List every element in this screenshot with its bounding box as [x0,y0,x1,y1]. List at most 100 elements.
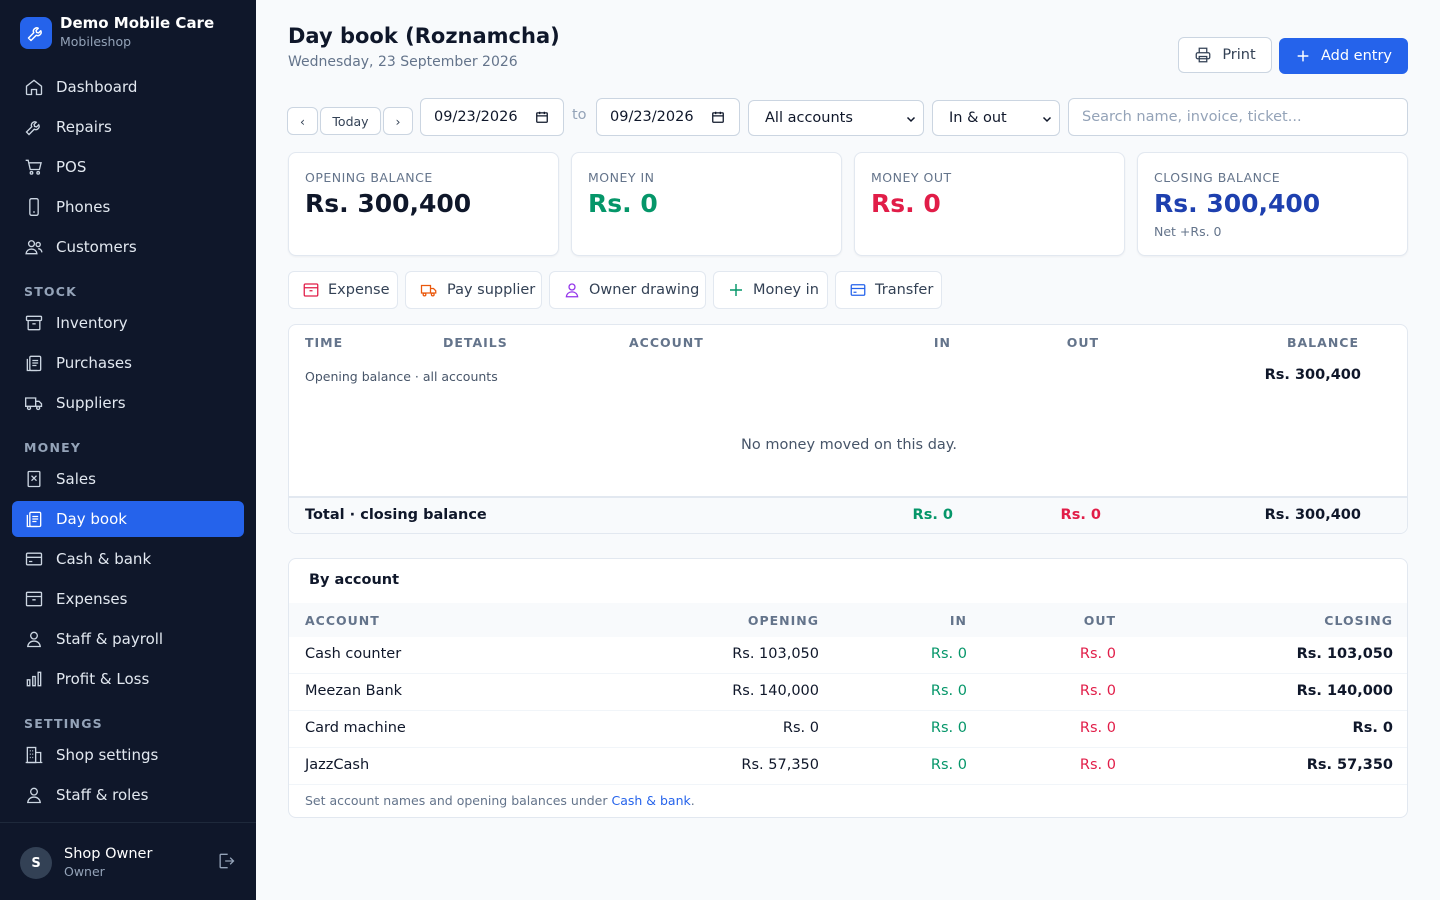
opening-label: Opening balance · all accounts [305,369,498,384]
sidebar-item-label: Phones [56,198,111,216]
col-time: TIME [305,335,344,350]
search-input[interactable] [1068,98,1408,136]
sidebar-item-phones[interactable]: Phones [12,189,244,225]
to-date-input[interactable]: 09/23/2026 [596,98,740,136]
credit-card-icon [849,281,867,299]
user-icon [24,629,44,649]
calendar-icon[interactable] [535,110,549,128]
account-opening: Rs. 103,050 [732,646,819,662]
footer-end: . [690,793,695,808]
money-in-card: MONEY IN Rs. 0 [571,152,842,256]
sidebar-item-inventory[interactable]: Inventory [12,305,244,341]
to-date-value: 09/23/2026 [610,109,694,125]
account-in: Rs. 0 [930,646,967,662]
col-in: IN [933,335,951,350]
direction-select[interactable]: In & out [932,100,1060,136]
section-money: MONEY [24,439,82,455]
sidebar-item-label: Staff & roles [56,786,149,804]
account-opening: Rs. 0 [782,720,819,736]
printer-icon [1194,46,1212,64]
user-name: Shop Owner [64,846,153,862]
filter-bar: ‹ Today › 09/23/2026 to 09/23/2026 All a… [256,98,1440,136]
col-details: DETAILS [443,335,508,350]
sidebar-item-day-book[interactable]: Day book [12,501,244,537]
total-balance: Rs. 300,400 [1264,507,1361,523]
archive-icon [24,589,44,609]
brand[interactable]: Demo Mobile Care Mobileshop [20,14,214,51]
by-account-header: ACCOUNT OPENING IN OUT CLOSING [289,603,1407,637]
add-entry-button[interactable]: Add entry [1279,38,1408,74]
building-icon [24,745,44,765]
owner-drawing-label: Owner drawing [589,282,700,298]
pay-supplier-button[interactable]: Pay supplier [405,271,542,309]
page-title: Day book (Roznamcha) [288,24,560,48]
sidebar-item-shop-settings[interactable]: Shop settings [12,737,244,773]
sidebar-item-purchases[interactable]: Purchases [12,345,244,381]
cart-icon [24,157,44,177]
section-settings: SETTINGS [24,715,103,731]
sidebar-item-label: Purchases [56,354,132,372]
sidebar-item-sales[interactable]: Sales [12,461,244,497]
sidebar-item-label: POS [56,158,87,176]
sidebar-item-profit-loss[interactable]: Profit & Loss [12,661,244,697]
account-name: Card machine [305,720,406,736]
account-out: Rs. 0 [1079,720,1116,736]
user-profile: S Shop Owner Owner [20,845,236,881]
sidebar-item-customers[interactable]: Customers [12,229,244,265]
sidebar-item-dashboard[interactable]: Dashboard [12,69,244,105]
from-date-input[interactable]: 09/23/2026 [420,98,564,136]
to-label: to [572,107,587,123]
prev-day-button[interactable]: ‹ [287,107,318,135]
by-account-footer: Set account names and opening balances u… [305,793,695,808]
stat-note: Net +Rs. 0 [1154,224,1222,239]
sidebar-item-suppliers[interactable]: Suppliers [12,385,244,421]
today-button[interactable]: Today [320,107,381,135]
brand-subtitle: Mobileshop [60,34,132,49]
account-closing: Rs. 140,000 [1296,683,1393,699]
account-select[interactable]: All accounts [748,100,924,136]
total-in: Rs. 0 [912,507,953,523]
money-in-label: Money in [753,282,819,298]
avatar: S [20,847,52,879]
archive-icon [24,313,44,333]
total-row: Total · closing balance Rs. 0 Rs. 0 Rs. … [289,496,1407,533]
expense-button[interactable]: Expense [288,271,398,309]
pay-supplier-label: Pay supplier [447,282,536,298]
sidebar-item-staff-roles[interactable]: Staff & roles [12,777,244,813]
money-out-card: MONEY OUT Rs. 0 [854,152,1125,256]
sidebar-item-pos[interactable]: POS [12,149,244,185]
table-row: Cash counter Rs. 103,050 Rs. 0 Rs. 0 Rs.… [289,637,1407,674]
money-in-button[interactable]: Money in [713,271,828,309]
owner-drawing-button[interactable]: Owner drawing [549,271,706,309]
stat-label: MONEY IN [588,170,655,185]
table-row: Card machine Rs. 0 Rs. 0 Rs. 0 Rs. 0 [289,711,1407,748]
account-opening: Rs. 140,000 [732,683,819,699]
print-button[interactable]: Print [1178,37,1272,73]
by-account-card: By account ACCOUNT OPENING IN OUT CLOSIN… [288,558,1408,818]
sidebar-item-label: Staff & payroll [56,630,164,648]
calendar-icon[interactable] [711,110,725,128]
sidebar: Demo Mobile Care Mobileshop Dashboard Re… [0,0,256,900]
section-stock: STOCK [24,283,78,299]
sidebar-item-repairs[interactable]: Repairs [12,109,244,145]
account-in: Rs. 0 [930,720,967,736]
sidebar-item-expenses[interactable]: Expenses [12,581,244,617]
stat-value: Rs. 0 [588,189,658,218]
logout-icon[interactable] [216,851,236,871]
sidebar-divider [0,822,256,823]
cash-bank-link[interactable]: Cash & bank [611,793,691,808]
sidebar-item-label: Shop settings [56,746,159,764]
sidebar-item-staff-payroll[interactable]: Staff & payroll [12,621,244,657]
sidebar-item-label: Cash & bank [56,550,152,568]
bar-chart-icon [24,669,44,689]
opening-value: Rs. 300,400 [1264,367,1361,383]
account-name: JazzCash [305,757,370,773]
sidebar-item-cash-bank[interactable]: Cash & bank [12,541,244,577]
user-icon [563,281,581,299]
col-opening: OPENING [747,613,819,628]
next-day-button[interactable]: › [383,107,413,135]
user-role: Owner [64,864,105,879]
transfer-button[interactable]: Transfer [835,271,942,309]
stat-label: MONEY OUT [871,170,952,185]
account-name: Cash counter [305,646,402,662]
